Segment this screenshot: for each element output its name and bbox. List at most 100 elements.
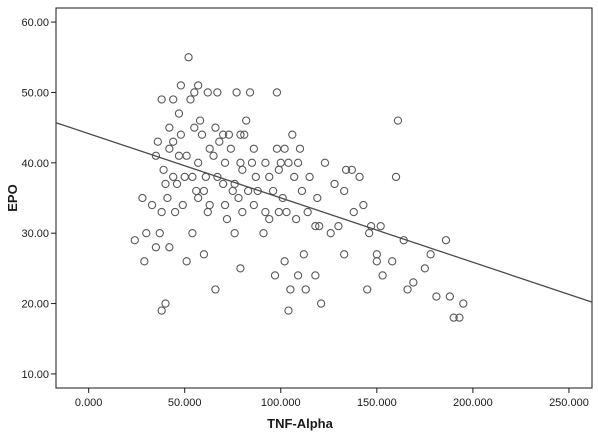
- data-point: [364, 229, 374, 238]
- x-tick-label: 150.000: [357, 397, 397, 409]
- data-point: [378, 271, 387, 280]
- data-point: [163, 193, 172, 203]
- data-point: [220, 200, 230, 210]
- data-point: [268, 186, 278, 196]
- data-point: [247, 158, 257, 167]
- data-point: [153, 137, 162, 146]
- data-point: [199, 186, 209, 196]
- data-point: [334, 221, 343, 231]
- data-point: [147, 200, 157, 210]
- data-point: [138, 193, 147, 203]
- data-point: [194, 193, 203, 203]
- data-point: [215, 137, 224, 146]
- data-point: [169, 95, 178, 104]
- data-point: [355, 172, 364, 182]
- y-tick-label: 10.00: [21, 369, 49, 381]
- y-tick-label: 20.00: [21, 299, 49, 311]
- plot-frame: [55, 7, 593, 389]
- data-point: [320, 158, 330, 167]
- data-point: [142, 229, 151, 238]
- data-point: [441, 236, 451, 245]
- data-point: [376, 221, 385, 231]
- data-point: [326, 229, 335, 238]
- regression-line: [55, 122, 593, 303]
- data-point: [203, 207, 212, 217]
- data-point: [165, 123, 174, 132]
- x-tick-label: 200.000: [453, 397, 493, 409]
- data-point: [293, 271, 303, 280]
- data-point: [224, 130, 234, 139]
- y-tick-label: 40.00: [21, 158, 49, 170]
- data-point: [165, 243, 174, 252]
- data-point: [197, 130, 207, 139]
- data-point: [169, 137, 178, 146]
- data-point: [174, 109, 184, 118]
- x-tick-label: 0.000: [75, 397, 103, 409]
- data-point: [403, 285, 412, 294]
- data-point: [249, 200, 259, 210]
- data-point: [261, 207, 270, 217]
- data-point: [157, 207, 166, 217]
- data-point: [190, 88, 199, 97]
- y-axis-title: EPO: [5, 184, 20, 211]
- data-point: [305, 172, 314, 182]
- data-point: [242, 116, 251, 125]
- data-point: [209, 151, 218, 160]
- data-point: [340, 186, 349, 196]
- data-point: [426, 250, 435, 259]
- data-point: [182, 257, 191, 266]
- data-point: [194, 81, 203, 90]
- x-axis-title: TNF-Alpha: [267, 416, 333, 431]
- x-axis: 0.000 50.000 100.000 150.000 200.000 250.000: [75, 388, 589, 409]
- data-point: [295, 144, 305, 153]
- data-point: [194, 158, 203, 167]
- data-point: [220, 158, 230, 167]
- data-point: [265, 172, 274, 182]
- data-point: [190, 123, 199, 132]
- data-point: [265, 214, 274, 224]
- data-point: [226, 144, 235, 153]
- data-point: [249, 144, 259, 153]
- data-point: [420, 264, 430, 273]
- data-point: [213, 172, 222, 182]
- data-point: [270, 271, 280, 280]
- data-point: [238, 207, 247, 217]
- data-point: [293, 158, 303, 167]
- data-point: [347, 165, 357, 175]
- data-point: [157, 95, 166, 104]
- data-point: [330, 179, 339, 189]
- data-point: [299, 250, 308, 259]
- y-tick-label: 60.00: [21, 17, 49, 29]
- data-point: [151, 151, 161, 160]
- data-point: [236, 264, 245, 273]
- data-point: [176, 81, 186, 90]
- data-point: [205, 144, 214, 153]
- data-point: [284, 158, 293, 167]
- data-point: [393, 116, 403, 125]
- data-point: [455, 313, 464, 322]
- data-point: [176, 130, 186, 139]
- data-point: [172, 179, 182, 189]
- data-point: [313, 193, 322, 203]
- data-point: [316, 299, 326, 308]
- data-point: [165, 144, 174, 153]
- data-point: [151, 243, 161, 252]
- data-point: [311, 221, 320, 231]
- data-point: [251, 172, 260, 182]
- data-point: [218, 179, 228, 189]
- data-point: [340, 250, 349, 259]
- data-point: [303, 207, 312, 217]
- data-point: [301, 285, 310, 294]
- data-point: [169, 172, 178, 182]
- data-point: [297, 186, 307, 196]
- data-point: [211, 285, 220, 294]
- data-point: [432, 292, 441, 301]
- data-point: [238, 165, 247, 175]
- data-point: [240, 130, 249, 139]
- data-point: [211, 123, 220, 132]
- data-point: [245, 88, 255, 97]
- data-point: [161, 179, 170, 189]
- data-point: [280, 144, 289, 153]
- data-point: [341, 165, 351, 175]
- data-point: [261, 158, 270, 167]
